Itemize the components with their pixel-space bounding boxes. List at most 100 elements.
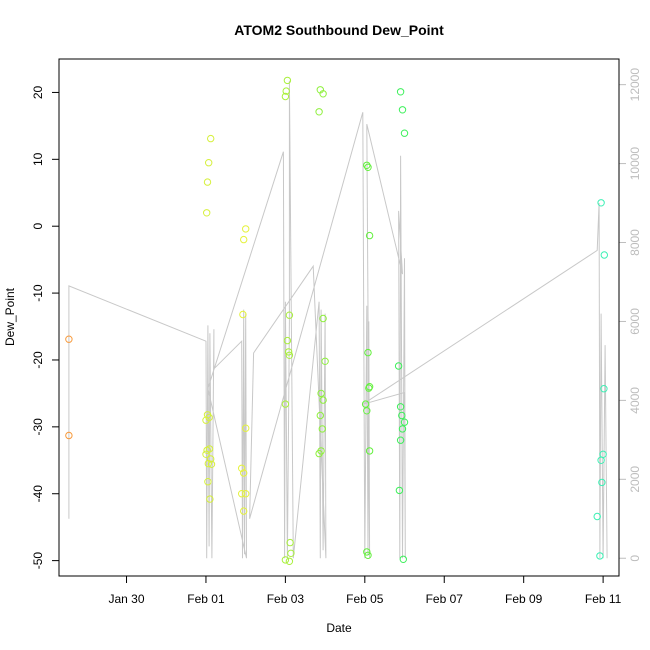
x-tick-label: Feb 05 [346,592,384,606]
y2-tick-label: 4000 [628,387,642,414]
data-point [202,450,210,458]
data-point [364,348,372,357]
y2-tick-label: 6000 [628,308,642,335]
data-point [319,314,327,323]
data-point [240,507,248,515]
plot-frame [58,58,620,577]
data-point [316,411,324,420]
data-point [364,163,372,172]
x-tick-label: Feb 09 [505,592,543,606]
y-axis-label: Dew_Point [3,287,17,346]
data-point [396,436,405,444]
data-point [65,335,73,343]
data-point [65,431,73,440]
data-point [363,161,371,170]
y-tick-label: 10 [31,152,45,166]
data-point [319,396,327,404]
data-point [203,209,211,217]
y-tick-label: 0 [31,223,45,230]
y2-tick-label: 8000 [628,229,642,256]
x-tick-label: Feb 11 [585,592,622,606]
y-tick-label: -10 [31,284,45,302]
data-point [240,235,248,244]
data-point [396,88,405,96]
data-point [597,456,605,464]
data-point [394,362,403,370]
data-point [242,490,250,498]
data-point [596,552,604,560]
y2-tick-label: 2000 [628,466,642,493]
data-point [284,348,293,356]
data-point [238,464,246,472]
data-point [399,555,407,563]
data-point [598,478,606,487]
data-point [398,411,406,420]
data-point [285,311,294,319]
data-point [315,449,323,458]
data-point [206,495,214,503]
data-point [365,384,373,392]
data-point [285,557,294,565]
data-point [204,459,213,468]
data-point [400,418,409,426]
data-point [242,424,250,432]
data-point [285,351,294,359]
data-point [283,76,292,85]
y-tick-label: 20 [31,85,45,99]
data-point [287,549,295,557]
data-point [207,460,216,468]
x-tick-label: Feb 07 [426,592,464,606]
data-point [203,178,212,186]
data-point [400,129,409,137]
y-tick-label: -50 [31,552,45,570]
y2-tick-label: 10000 [628,147,642,181]
data-point [283,336,292,345]
y-tick-label: -40 [31,485,45,503]
points-layer [65,76,608,565]
x-tick-label: Feb 03 [267,592,305,606]
data-point [207,455,215,463]
data-point [286,538,294,547]
x-axis-label: Date [326,621,352,635]
data-point [600,385,608,393]
y2-tick-label: 12000 [628,68,642,102]
data-point [363,548,371,556]
data-point [365,231,374,240]
data-point [364,551,372,559]
data-point [600,251,608,259]
data-point [396,403,405,411]
data-point [281,556,290,564]
y-tick-label: -30 [31,418,45,436]
data-point [281,400,290,408]
data-point [321,357,329,365]
data-point [398,106,407,114]
data-point [238,490,246,498]
data-point [363,407,371,415]
data-point [239,310,247,319]
data-point [398,425,407,433]
data-point [395,486,404,495]
data-point [597,199,605,207]
data-point [318,425,326,433]
data-point [365,383,374,391]
data-point [205,413,213,422]
data-point [240,469,248,477]
data-point [593,512,601,521]
data-point [204,478,212,486]
data-point [282,87,290,95]
data-point [205,159,213,167]
data-point [315,108,323,116]
data-point [242,225,250,233]
x-tick-label: Feb 01 [187,592,225,606]
x-tick-label: Jan 30 [109,592,145,606]
data-point [281,92,290,101]
data-point [319,90,327,98]
data-point [205,445,214,453]
y2-tick-label: 0 [628,555,642,562]
data-point [317,389,325,398]
data-point [207,134,215,143]
data-point [365,447,374,455]
y-tick-label: -20 [31,351,45,369]
chart-title: ATOM2 Southbound Dew_Point [234,22,444,38]
